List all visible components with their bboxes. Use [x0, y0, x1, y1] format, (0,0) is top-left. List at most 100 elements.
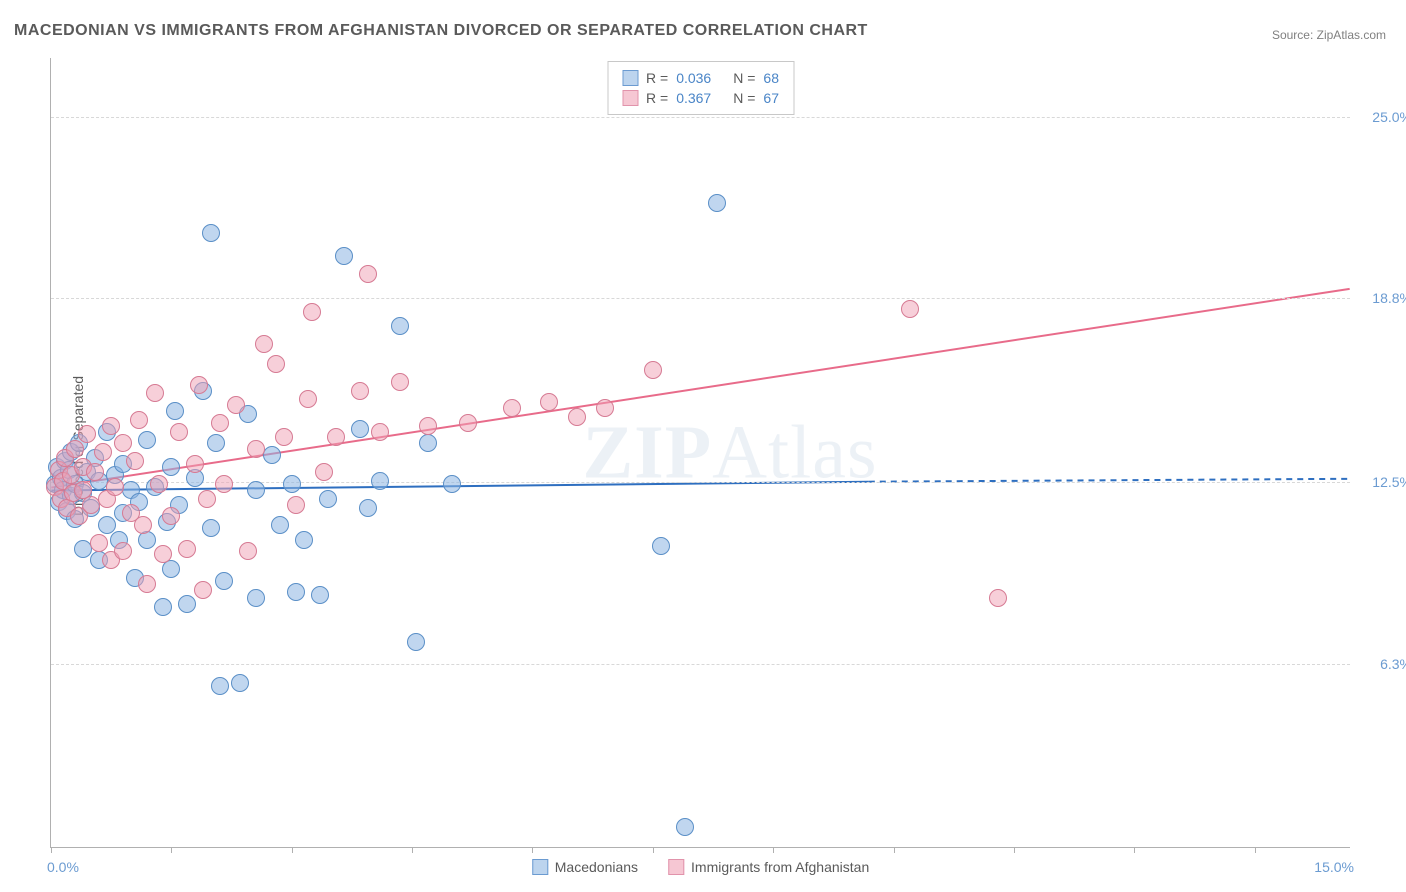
y-tick-label: 6.3%	[1380, 656, 1406, 672]
scatter-point	[319, 490, 337, 508]
scatter-point	[194, 581, 212, 599]
scatter-point	[287, 583, 305, 601]
gridline	[51, 482, 1350, 483]
scatter-point	[335, 247, 353, 265]
y-tick-label: 12.5%	[1372, 474, 1406, 490]
scatter-point	[231, 674, 249, 692]
scatter-point	[138, 575, 156, 593]
n-label: N =	[733, 68, 755, 88]
scatter-point	[540, 393, 558, 411]
scatter-point	[443, 475, 461, 493]
source-link[interactable]: ZipAtlas.com	[1317, 28, 1386, 42]
scatter-point	[315, 463, 333, 481]
trend-lines-svg	[51, 58, 1350, 847]
scatter-point	[676, 818, 694, 836]
scatter-point	[652, 537, 670, 555]
scatter-point	[150, 475, 168, 493]
x-tick	[773, 847, 774, 853]
scatter-point	[351, 420, 369, 438]
x-tick	[653, 847, 654, 853]
scatter-point	[371, 423, 389, 441]
scatter-point	[247, 440, 265, 458]
scatter-point	[215, 475, 233, 493]
x-tick	[1134, 847, 1135, 853]
scatter-point	[227, 396, 245, 414]
scatter-point	[419, 434, 437, 452]
source-prefix: Source:	[1272, 28, 1317, 42]
scatter-point	[211, 677, 229, 695]
stats-legend-row: R = 0.036 N = 68	[622, 68, 779, 88]
legend-swatch	[532, 859, 548, 875]
scatter-point	[114, 542, 132, 560]
legend-swatch	[622, 90, 638, 106]
scatter-point	[311, 586, 329, 604]
scatter-point	[90, 534, 108, 552]
scatter-point	[186, 455, 204, 473]
scatter-point	[154, 598, 172, 616]
scatter-point	[303, 303, 321, 321]
scatter-point	[371, 472, 389, 490]
x-tick	[532, 847, 533, 853]
stats-legend-row: R =0.367N =67	[622, 88, 779, 108]
legend-swatch	[668, 859, 684, 875]
scatter-point	[239, 542, 257, 560]
scatter-point	[207, 434, 225, 452]
scatter-point	[989, 589, 1007, 607]
scatter-point	[202, 519, 220, 537]
chart-title: MACEDONIAN VS IMMIGRANTS FROM AFGHANISTA…	[14, 22, 868, 40]
scatter-point	[407, 633, 425, 651]
source-attribution: Source: ZipAtlas.com	[1272, 28, 1386, 42]
r-value: 0.036	[676, 68, 711, 88]
y-tick-label: 25.0%	[1372, 109, 1406, 125]
scatter-point	[327, 428, 345, 446]
scatter-point	[247, 589, 265, 607]
scatter-point	[86, 463, 104, 481]
scatter-point	[166, 402, 184, 420]
scatter-point	[299, 390, 317, 408]
legend-label: Immigrants from Afghanistan	[691, 859, 869, 875]
scatter-point	[215, 572, 233, 590]
scatter-point	[351, 382, 369, 400]
x-tick	[292, 847, 293, 853]
r-label: R =	[646, 68, 668, 88]
scatter-point	[419, 417, 437, 435]
scatter-point	[503, 399, 521, 417]
scatter-point	[190, 376, 208, 394]
scatter-point	[126, 452, 144, 470]
n-label: N =	[733, 88, 755, 108]
scatter-point	[359, 265, 377, 283]
scatter-point	[106, 478, 124, 496]
scatter-point	[255, 335, 273, 353]
scatter-point	[359, 499, 377, 517]
legend-swatch	[622, 70, 638, 86]
n-value: 68	[763, 68, 779, 88]
scatter-point	[596, 399, 614, 417]
gridline	[51, 664, 1350, 665]
scatter-point	[211, 414, 229, 432]
scatter-point	[154, 545, 172, 563]
scatter-point	[901, 300, 919, 318]
scatter-point	[708, 194, 726, 212]
legend-item: Immigrants from Afghanistan	[668, 859, 869, 875]
scatter-point	[295, 531, 313, 549]
scatter-point	[391, 373, 409, 391]
scatter-point	[178, 540, 196, 558]
chart-plot-area: ZIPAtlas R =0.036N =68R =0.367N =67 Mace…	[50, 58, 1350, 848]
scatter-point	[568, 408, 586, 426]
legend-label: Macedonians	[555, 859, 638, 875]
scatter-point	[170, 423, 188, 441]
scatter-point	[391, 317, 409, 335]
scatter-point	[102, 417, 120, 435]
scatter-point	[644, 361, 662, 379]
r-label: R =	[646, 88, 668, 108]
scatter-point	[275, 428, 293, 446]
x-tick	[1014, 847, 1015, 853]
stats-legend: R =0.036N =68R =0.367N =67	[607, 61, 794, 115]
scatter-point	[267, 355, 285, 373]
scatter-point	[78, 425, 96, 443]
x-tick	[894, 847, 895, 853]
scatter-point	[162, 458, 180, 476]
scatter-point	[283, 475, 301, 493]
x-axis-min-label: 0.0%	[47, 859, 79, 875]
r-value: 0.367	[676, 88, 711, 108]
